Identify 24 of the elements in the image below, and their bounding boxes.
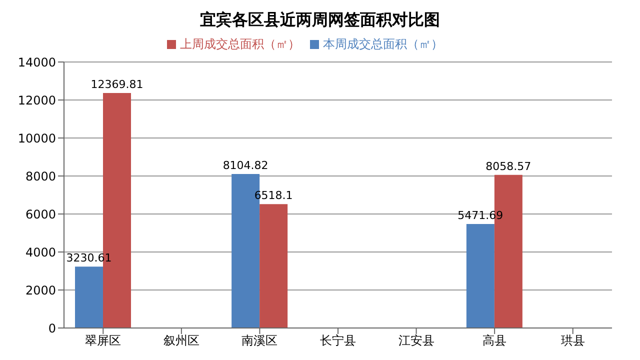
y-tick-label: 14000 [18,55,56,70]
y-tick-label: 0 [48,321,56,336]
bar [260,204,288,328]
data-label: 8104.82 [222,159,268,172]
x-tick-label: 长宁县 [320,334,356,348]
x-tick-label: 江安县 [398,334,434,348]
y-tick-label: 4000 [25,245,56,260]
x-tick-label: 南溪区 [242,334,278,348]
y-tick-label: 6000 [25,207,56,222]
y-tick-label: 8000 [25,169,56,184]
x-tick-label: 高县 [482,334,507,348]
x-tick-label: 珙县 [560,334,585,348]
legend-label: 本周成交总面积（㎡） [323,37,443,51]
chart-title: 宜宾各区县近两周网签面积对比图 [199,9,441,31]
bar [466,224,494,328]
bar [75,266,103,328]
data-label: 8058.57 [486,160,532,173]
data-label: 12369.81 [90,78,144,91]
x-tick-label: 翠屏区 [85,334,122,348]
x-tick-label: 叙州区 [163,334,200,348]
y-tick-label: 2000 [25,283,56,298]
y-tick-label: 12000 [18,93,56,108]
y-tick-label: 10000 [18,131,56,146]
legend-label: 上周成交总面积（㎡） [180,37,300,51]
